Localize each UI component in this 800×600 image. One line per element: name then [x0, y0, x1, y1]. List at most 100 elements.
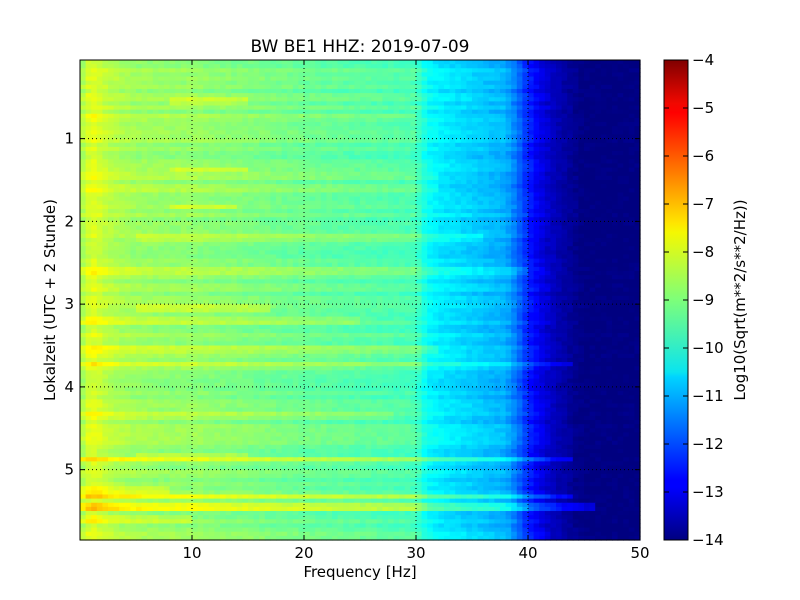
heatmap-cell — [124, 200, 131, 206]
heatmap-cell — [528, 163, 535, 169]
heatmap-cell — [612, 171, 619, 177]
heatmap-cell — [326, 122, 333, 127]
heatmap-cell — [561, 262, 568, 268]
heatmap-cell — [214, 130, 221, 136]
heatmap-cell — [270, 138, 277, 144]
heatmap-cell — [343, 93, 350, 98]
heatmap-cell — [376, 171, 383, 177]
heatmap-cell — [175, 237, 182, 243]
heatmap-cell — [326, 208, 333, 214]
heatmap-cell — [371, 76, 378, 82]
heatmap-cell — [152, 64, 159, 69]
heatmap-cell — [276, 188, 283, 194]
heatmap-cell — [326, 117, 333, 123]
heatmap-cell — [326, 254, 333, 260]
heatmap-cell — [578, 221, 585, 227]
heatmap-cell — [136, 200, 143, 206]
heatmap-cell — [561, 233, 568, 239]
heatmap-cell — [130, 229, 137, 235]
heatmap-cell — [180, 93, 187, 98]
heatmap-cell — [572, 142, 579, 148]
heatmap-cell — [136, 208, 143, 214]
heatmap-cell — [578, 175, 585, 181]
heatmap-cell — [472, 196, 479, 202]
heatmap-cell — [416, 122, 423, 127]
heatmap-cell — [556, 217, 563, 222]
heatmap-cell — [595, 151, 602, 156]
heatmap-cell — [292, 229, 299, 235]
heatmap-cell — [393, 237, 400, 243]
heatmap-cell — [589, 109, 596, 115]
heatmap-cell — [231, 134, 238, 140]
heatmap-cell — [634, 221, 641, 227]
heatmap-cell — [427, 184, 434, 189]
heatmap-cell — [152, 76, 159, 82]
heatmap-cell — [533, 262, 540, 268]
heatmap-cell — [382, 130, 389, 136]
heatmap-cell — [102, 151, 109, 156]
heatmap-cell — [500, 88, 507, 94]
heatmap-cell — [186, 246, 193, 251]
heatmap-cell — [231, 237, 238, 243]
heatmap-cell — [298, 262, 305, 268]
heatmap-cell — [169, 246, 176, 251]
heatmap-cell — [550, 246, 557, 251]
heatmap-cell — [253, 117, 260, 123]
heatmap-cell — [488, 130, 495, 136]
heatmap-cell — [304, 109, 311, 115]
heatmap-cell — [460, 171, 467, 177]
heatmap-cell — [113, 134, 120, 140]
heatmap-cell — [332, 159, 339, 165]
heatmap-cell — [444, 109, 451, 115]
heatmap-cell — [612, 97, 619, 102]
heatmap-cell — [449, 159, 456, 165]
heatmap-cell — [253, 122, 260, 127]
heatmap-cell — [141, 113, 148, 119]
heatmap-cell — [253, 200, 260, 206]
heatmap-cell — [348, 213, 355, 218]
heatmap-cell — [460, 184, 467, 189]
heatmap-cell — [539, 122, 546, 127]
heatmap-cell — [505, 217, 512, 222]
heatmap-cell — [360, 130, 367, 136]
heatmap-cell — [130, 258, 137, 264]
heatmap-cell — [376, 134, 383, 140]
heatmap-cell — [494, 192, 501, 198]
heatmap-cell — [264, 225, 271, 231]
heatmap-cell — [393, 196, 400, 202]
heatmap-cell — [315, 184, 322, 189]
heatmap-cell — [572, 242, 579, 247]
heatmap-cell — [628, 80, 635, 86]
heatmap-cell — [152, 155, 159, 160]
heatmap-cell — [298, 60, 305, 65]
heatmap-cell — [466, 167, 473, 173]
heatmap-cell — [628, 196, 635, 202]
heatmap-cell — [203, 180, 210, 185]
heatmap-cell — [600, 72, 607, 78]
heatmap-cell — [276, 171, 283, 177]
heatmap-cell — [214, 200, 221, 206]
heatmap-cell — [332, 246, 339, 251]
heatmap-cell — [136, 155, 143, 160]
heatmap-cell — [85, 101, 92, 107]
heatmap-cell — [231, 72, 238, 78]
heatmap-cell — [169, 76, 176, 82]
heatmap-cell — [113, 80, 120, 86]
heatmap-cell — [561, 242, 568, 247]
heatmap-cell — [600, 126, 607, 131]
heatmap-cell — [556, 88, 563, 94]
heatmap-cell — [584, 221, 591, 227]
heatmap-cell — [600, 142, 607, 148]
heatmap-cell — [516, 146, 523, 152]
heatmap-cell — [617, 155, 624, 160]
heatmap-cell — [505, 180, 512, 185]
heatmap-cell — [500, 196, 507, 202]
heatmap-cell — [292, 101, 299, 107]
heatmap-cell — [124, 84, 131, 90]
heatmap-cell — [589, 254, 596, 260]
heatmap-cell — [544, 184, 551, 189]
heatmap-cell — [539, 233, 546, 239]
heatmap-cell — [169, 167, 176, 173]
heatmap-cell — [287, 229, 294, 235]
heatmap-cell — [561, 80, 568, 86]
